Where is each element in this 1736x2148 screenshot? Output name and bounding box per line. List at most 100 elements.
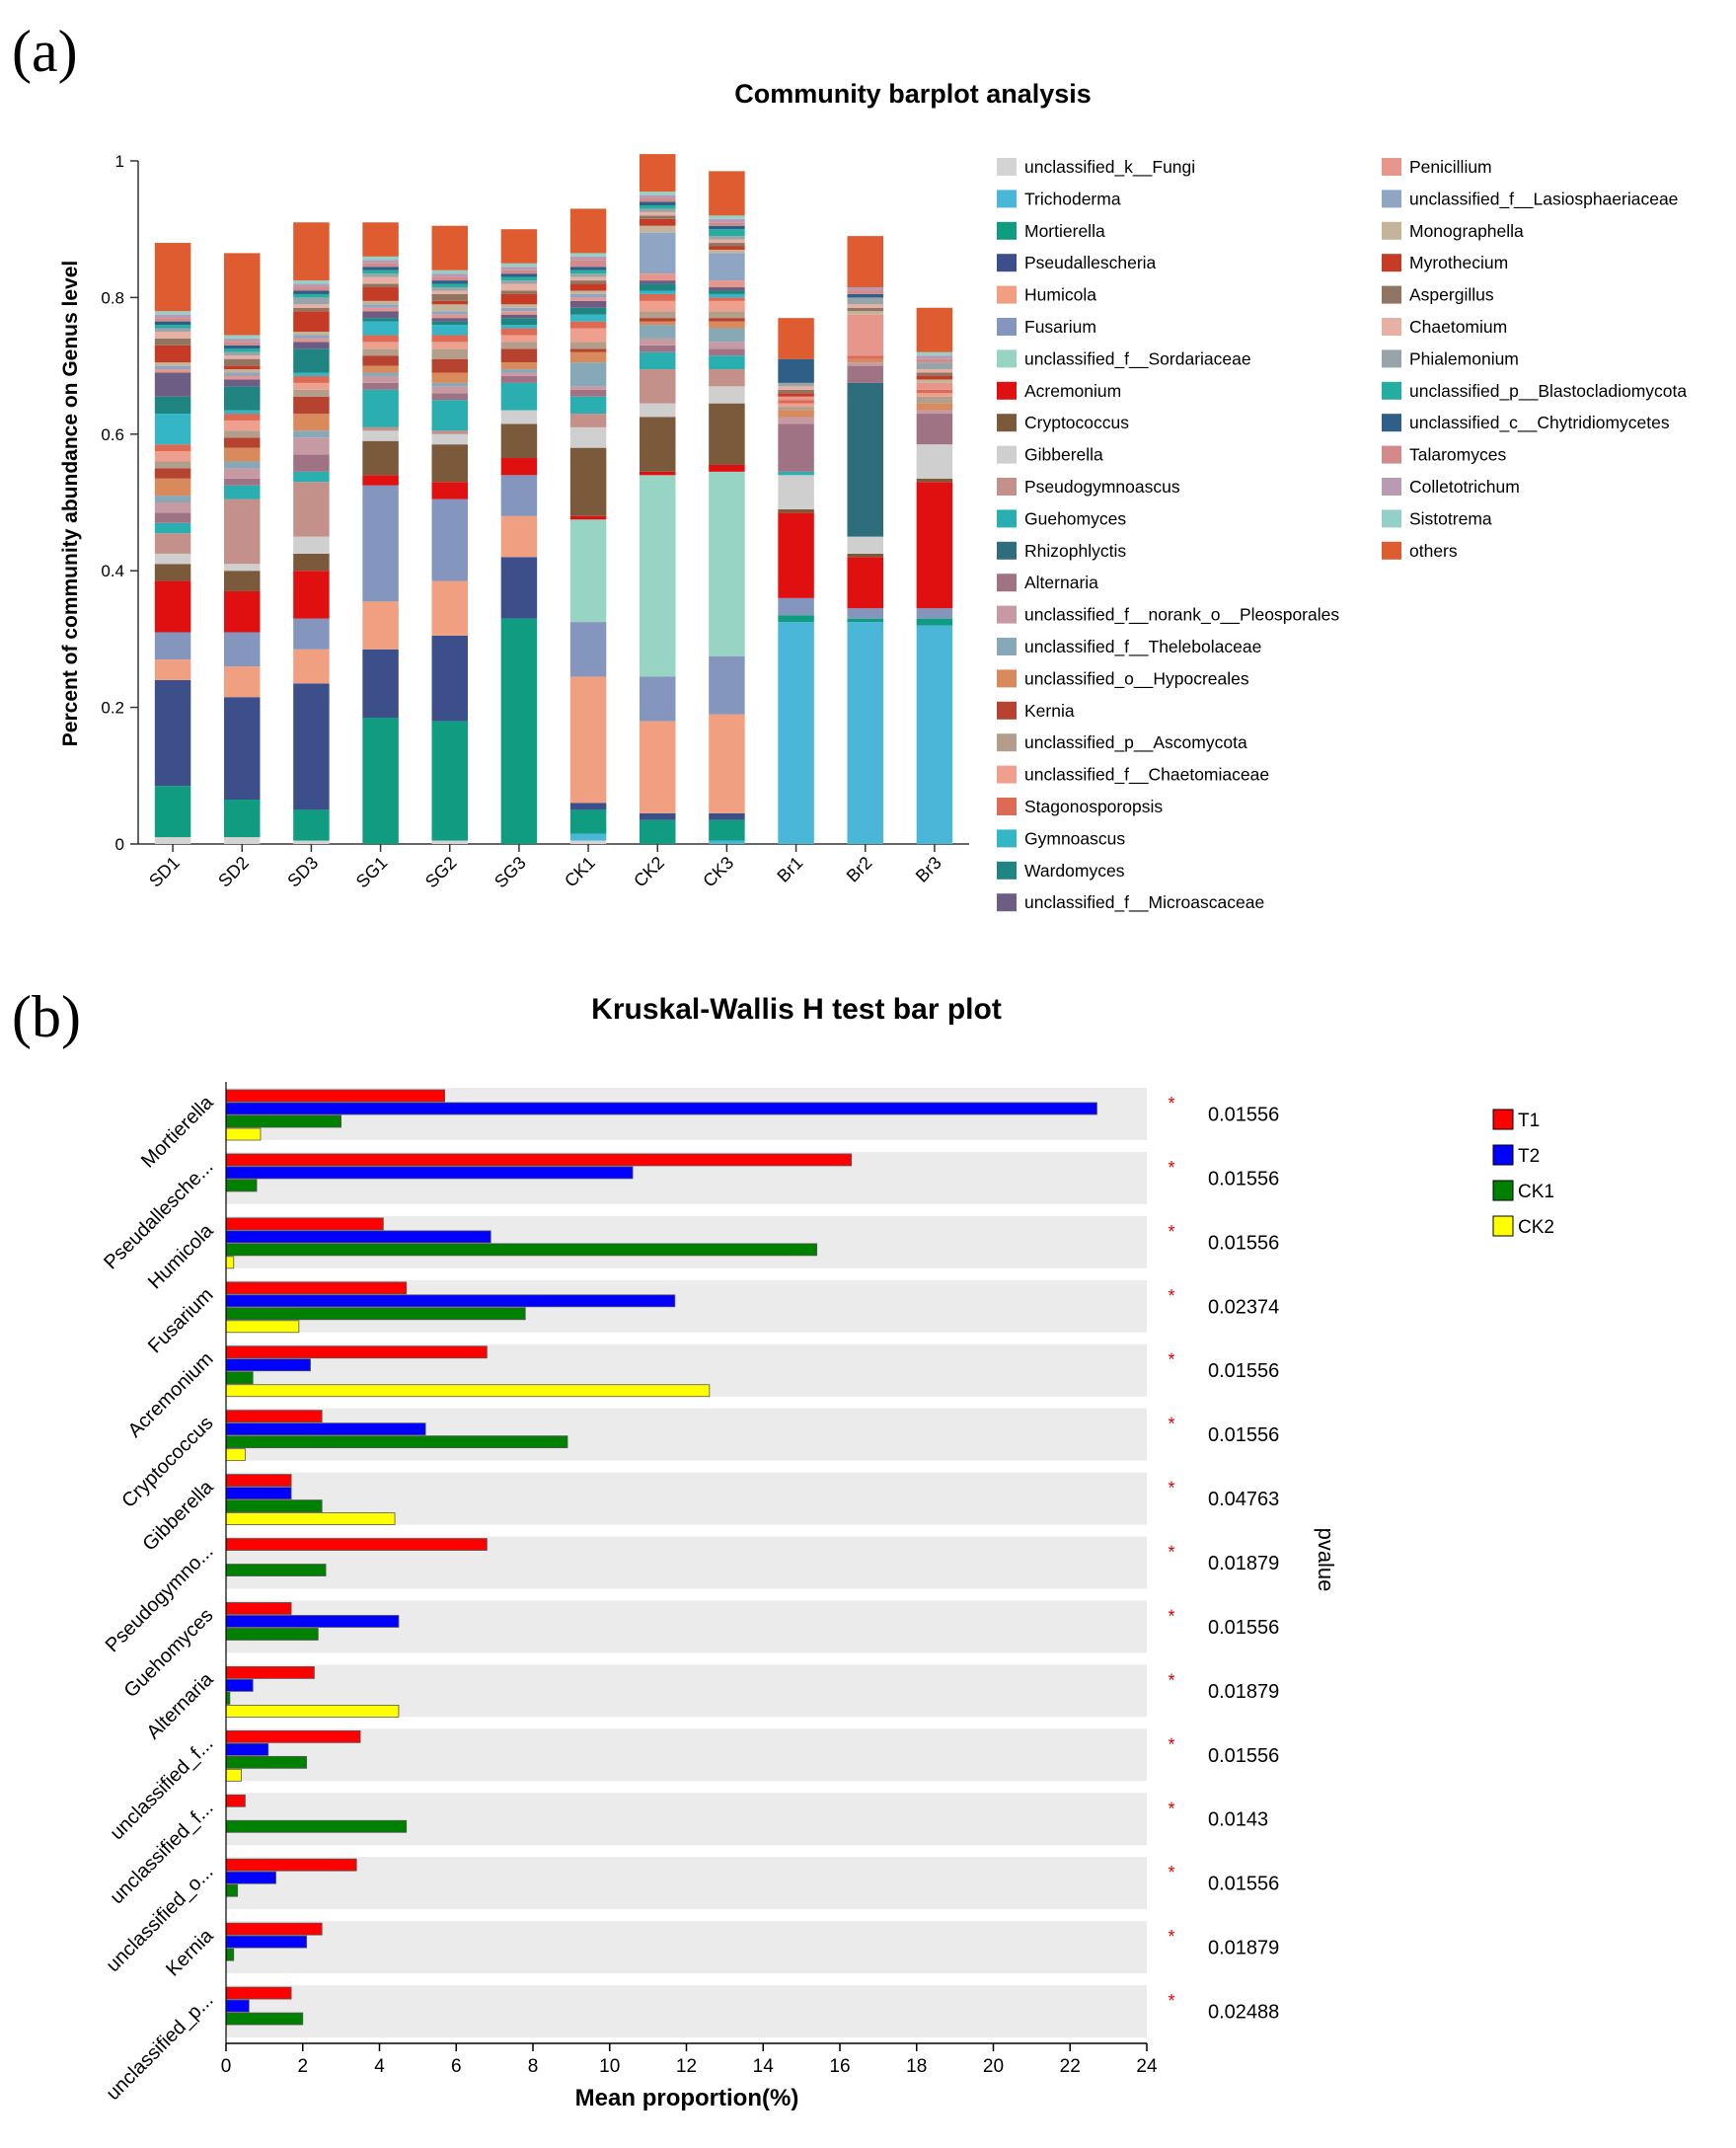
- chart-b-significance-star: *: [1168, 1799, 1174, 1818]
- legend-a-swatch: [1382, 318, 1401, 336]
- chart-a-bar-segment: [569, 396, 607, 415]
- chart-a-bar-segment: [431, 444, 468, 483]
- chart-a-bar-segment: [709, 342, 745, 349]
- legend-a-label: Pseudallescheria: [1024, 253, 1157, 272]
- legend-b-swatch: [1492, 1180, 1514, 1201]
- chart-a-bar-segment: [362, 649, 399, 718]
- chart-b-category-label: Kernia: [162, 1924, 218, 1980]
- chart-a-bar-segment: [847, 557, 883, 609]
- chart-a-bar-segment: [224, 365, 261, 370]
- chart-b-pvalue: 0.04763: [1208, 1489, 1279, 1510]
- chart-b-row-band: [226, 1985, 1147, 2037]
- chart-a-bar-segment: [224, 697, 261, 801]
- chart-a-bar-segment: [778, 396, 814, 401]
- chart-b-significance-star: *: [1168, 1158, 1174, 1178]
- legend-a-label: Pseudogymnoascus: [1024, 477, 1180, 497]
- chart-a-xtick-label: SG3: [491, 853, 530, 892]
- chart-a-bar-segment: [709, 246, 745, 250]
- chart-a-bar-segment: [569, 280, 607, 284]
- chart-b-bar: [225, 1422, 426, 1436]
- chart-a-bar-segment: [293, 375, 330, 383]
- chart-b-bar: [225, 1371, 254, 1385]
- chart-a-bar-segment: [847, 236, 883, 288]
- chart-a-bar-segment: [500, 293, 538, 305]
- chart-a-bar-segment: [778, 386, 814, 390]
- chart-b-xtick-label: 6: [451, 2056, 462, 2077]
- chart-a-bar-segment: [293, 536, 330, 554]
- chart-b-bar: [225, 1114, 342, 1128]
- chart-a-bar-segment: [224, 800, 261, 838]
- legend-a-swatch: [997, 733, 1017, 752]
- chart-a-bar-segment: [293, 290, 330, 294]
- chart-b-bar: [225, 1089, 445, 1103]
- chart-b-significance-star: *: [1168, 1094, 1174, 1113]
- chart-a-bar-segment: [293, 222, 330, 281]
- chart-a-xtick-label: Br1: [773, 853, 806, 886]
- chart-a-bar-segment: [640, 225, 676, 233]
- chart-a-bar-segment: [709, 225, 745, 230]
- legend-a-label: Wardomyces: [1024, 861, 1125, 881]
- chart-a-bar-segment: [569, 269, 607, 274]
- chart-a-bar-segment: [778, 410, 814, 418]
- chart-a-bar-segment: [778, 512, 814, 598]
- chart-a-bar-segment: [154, 679, 191, 787]
- chart-a-bar-segment: [569, 253, 607, 257]
- chart-a-bar-segment: [640, 417, 676, 472]
- chart-a-bar-segment: [709, 840, 745, 844]
- chart-b-significance-star: *: [1168, 1286, 1174, 1306]
- chart-a-bar-segment: [640, 300, 676, 312]
- chart-b-bar: [225, 1705, 400, 1718]
- chart-a-bar-segment: [709, 348, 745, 356]
- legend-a-label: unclassified_f__Chaetomiaceae: [1024, 765, 1269, 786]
- chart-b-bar: [225, 1487, 292, 1499]
- chart-b-bar: [225, 1448, 246, 1462]
- chart-b-bar: [225, 1742, 269, 1756]
- chart-a-ytick-label: 0.4: [101, 562, 124, 580]
- chart-a-ylabel: Percent of community abundance on Genus …: [59, 261, 82, 746]
- chart-a-bar-segment: [569, 276, 607, 281]
- legend-a-swatch: [997, 861, 1017, 880]
- chart-a-bar-segment: [569, 307, 607, 315]
- chart-a-bar-segment: [778, 471, 814, 476]
- chart-b-significance-star: *: [1168, 1350, 1174, 1370]
- chart-a-bar-segment: [847, 362, 883, 366]
- chart-a-bar-segment: [154, 396, 191, 415]
- chart-a-bar-segment: [569, 314, 607, 322]
- legend-a-label: Trichoderma: [1024, 189, 1121, 208]
- chart-a-bar-segment: [293, 304, 330, 308]
- chart-b-bar: [225, 1307, 526, 1321]
- chart-a-bar-segment: [154, 632, 191, 660]
- chart-b-row-band: [226, 1921, 1147, 1974]
- chart-a-bar-segment: [431, 304, 468, 312]
- chart-a-bar-segment: [154, 372, 191, 397]
- chart-b-bar: [225, 1294, 676, 1308]
- legend-a-label: unclassified_f__Sordariaceae: [1024, 348, 1251, 369]
- chart-a-bar-segment: [224, 414, 261, 421]
- legend-a-swatch: [997, 701, 1017, 720]
- chart-a-bar-segment: [431, 290, 468, 294]
- chart-a-ytick-label: 0.8: [101, 288, 124, 307]
- legend-a-swatch: [997, 509, 1017, 528]
- chart-a-bar-segment: [640, 154, 676, 192]
- chart-a-bar-segment: [569, 389, 607, 397]
- chart-a-bar-segment: [431, 433, 468, 445]
- chart-a-bar-segment: [293, 683, 330, 810]
- chart-b-xtick-label: 16: [829, 2056, 850, 2077]
- chart-b-bar: [225, 1230, 491, 1244]
- chart-a-bar-segment: [916, 478, 953, 483]
- chart-a-bar-segment: [847, 355, 883, 359]
- chart-a-bar-segment: [224, 375, 261, 380]
- chart-a-bar-segment: [362, 348, 399, 356]
- chart-a-bar-segment: [224, 564, 261, 572]
- chart-a-bar-segment: [640, 676, 676, 722]
- chart-a-bar-segment: [431, 430, 468, 434]
- chart-a-bar-segment: [431, 321, 468, 326]
- legend-a-label: Kernia: [1024, 701, 1075, 721]
- chart-a-bar-segment: [362, 426, 399, 431]
- chart-a-bar-segment: [293, 618, 330, 650]
- chart-a-bar-segment: [778, 400, 814, 404]
- chart-a-bar-segment: [640, 192, 676, 195]
- chart-b-significance-star: *: [1168, 1863, 1174, 1882]
- chart-a-bar-segment: [224, 837, 261, 844]
- legend-a-label: Aspergillus: [1409, 285, 1494, 305]
